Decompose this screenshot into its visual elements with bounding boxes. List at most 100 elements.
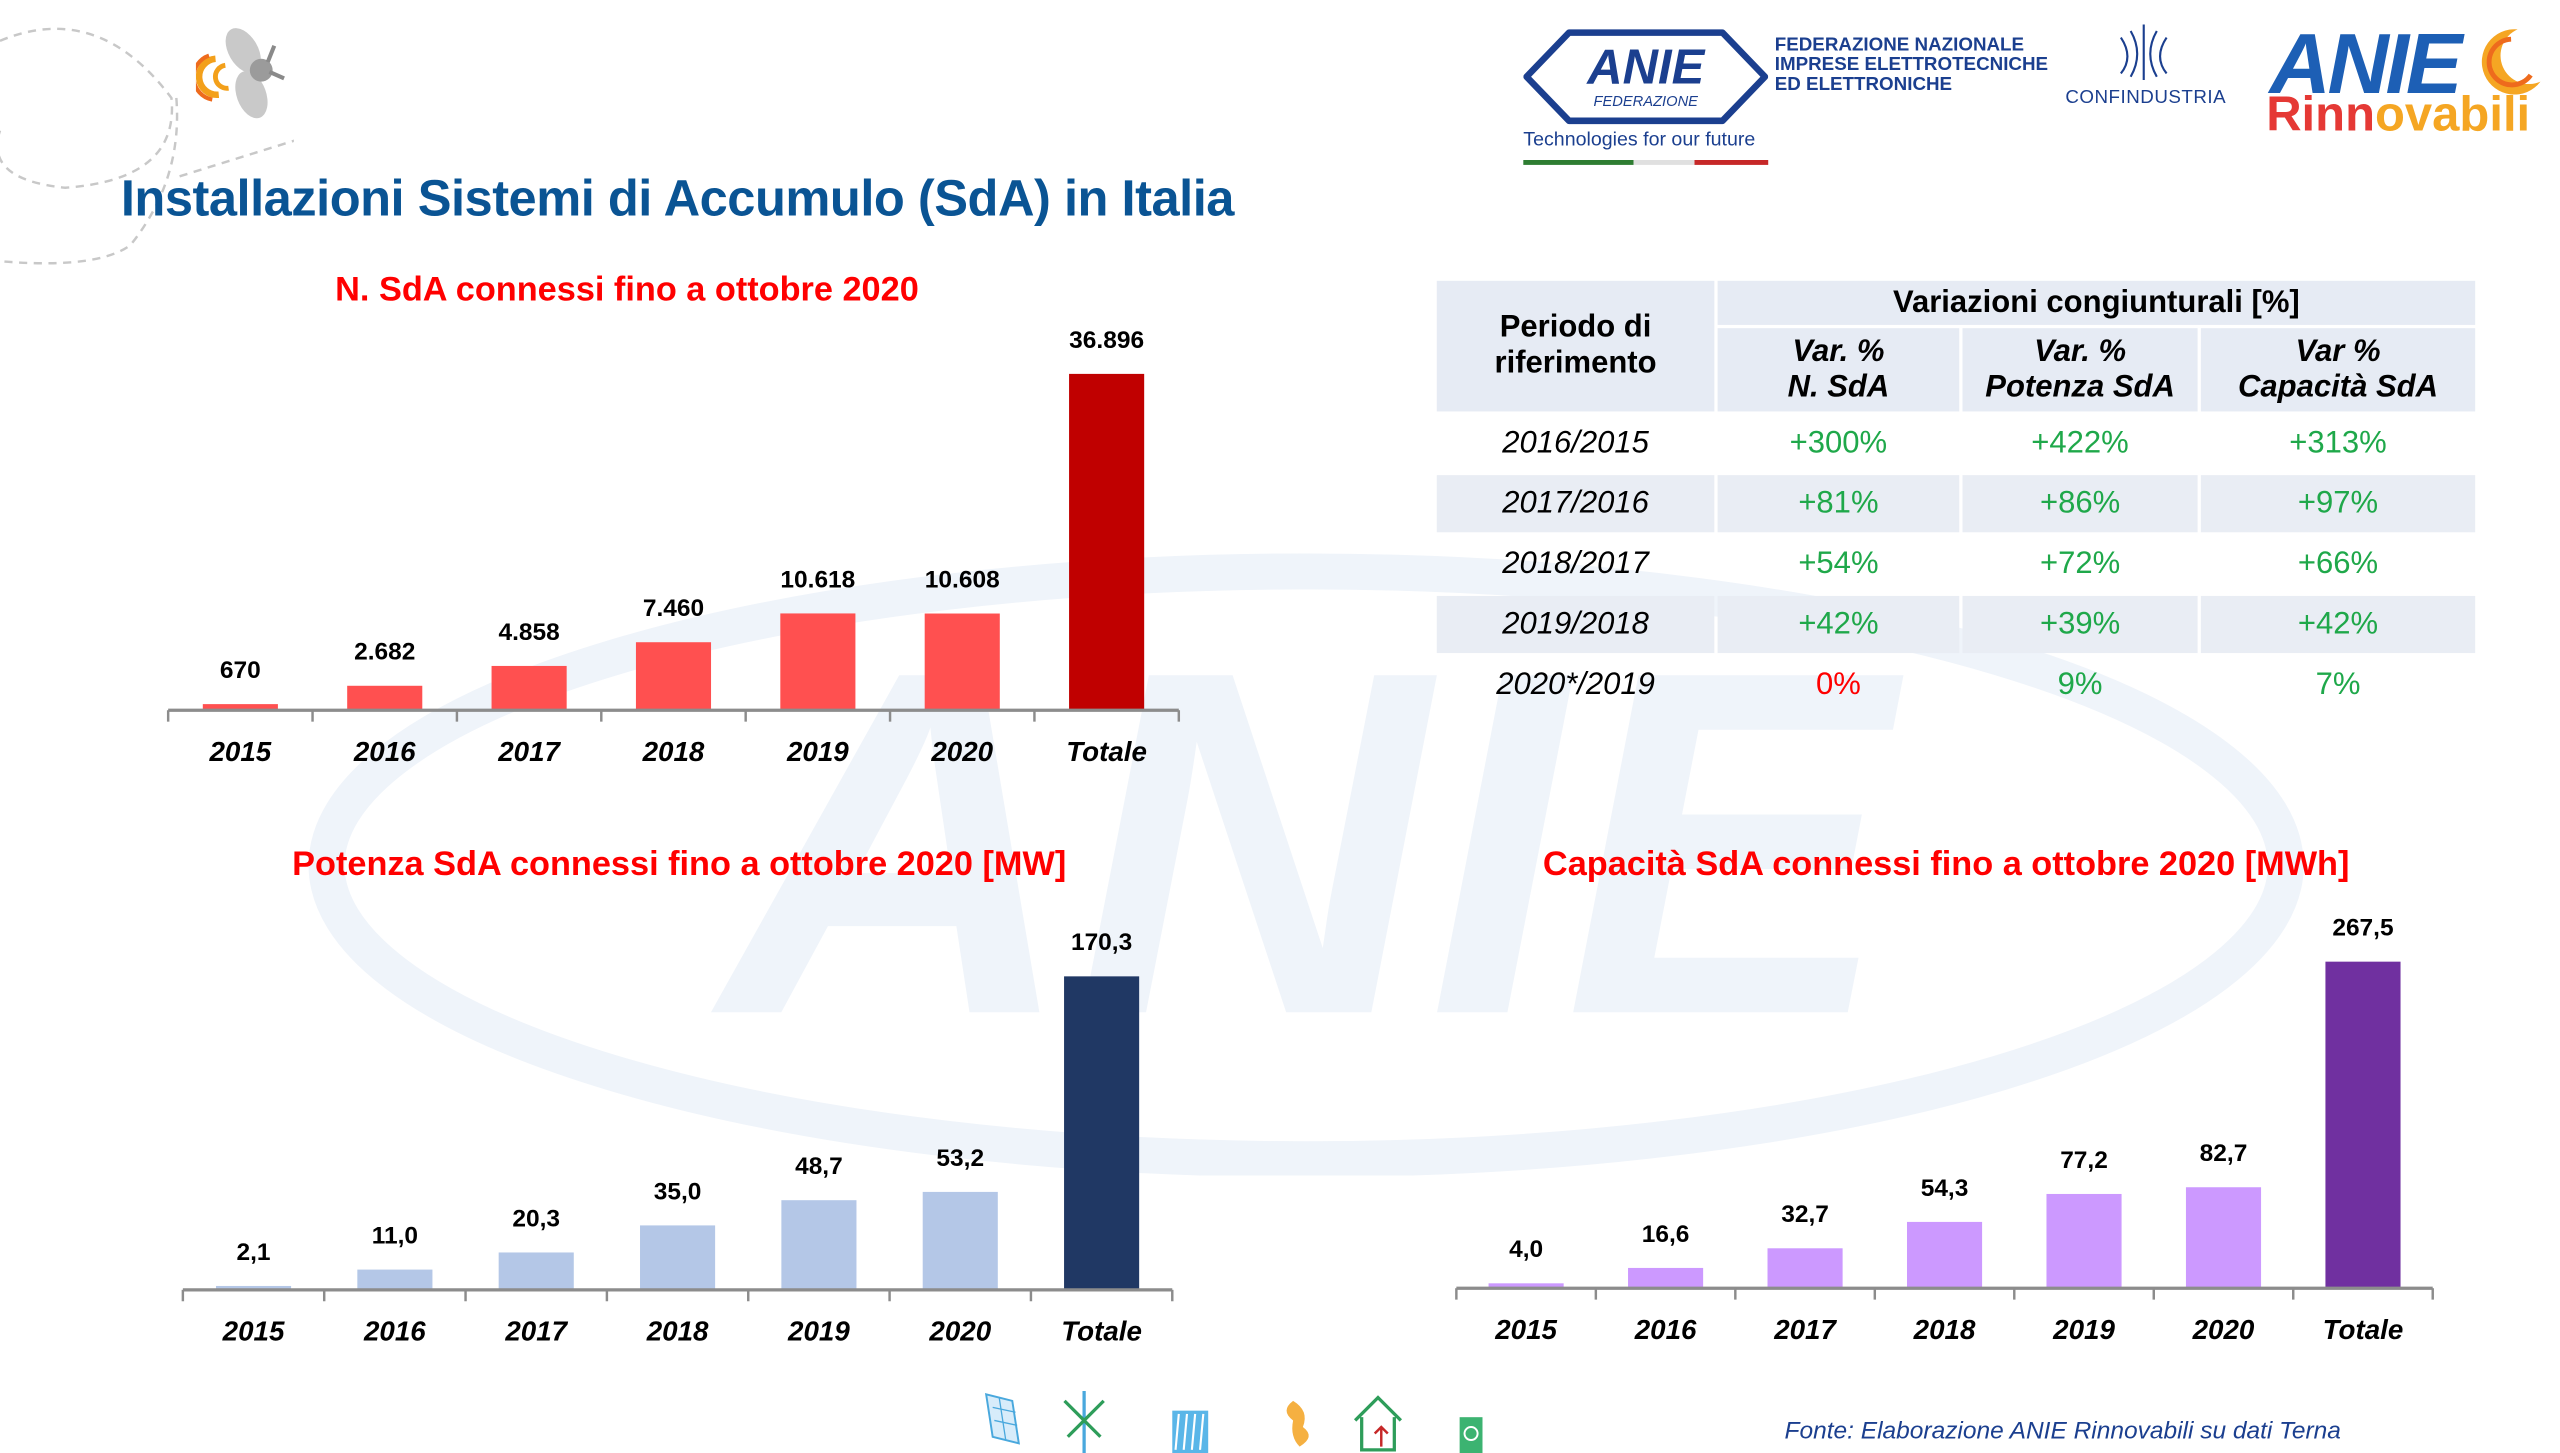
period-cell: 2018/2017 [1502,546,1649,581]
var-capacita-cell: +97% [2200,475,2476,533]
bar-2016 [347,685,423,711]
period-cell: 2017/2016 [1436,475,1715,533]
var-potenza-cell: 9% [2057,666,2103,702]
header-var-potenza-line-1: Var. % [2034,334,2127,369]
header-var-n-sda: Var. % N. SdA [1717,328,1960,412]
source-note: Fonte: Elaborazione ANIE Rinnovabili su … [1784,1417,2341,1445]
solar-panel-icon [984,1393,1020,1445]
var-potenza-cell: +39% [1962,595,2198,654]
chart-capacita-title: Capacità SdA connessi fino a ottobre 202… [1542,845,2350,884]
var-capacita-cell: +42% [2200,595,2476,654]
x-tick-label: 2019 [2052,1314,2115,1345]
bar-totale [1064,976,1140,1290]
moon-sun-icon [2481,29,2541,95]
anie-mark: ANIE [1586,40,1705,94]
value-label: 7.460 [643,595,704,622]
value-label: 77,2 [2060,1147,2108,1174]
value-label: 170,3 [1071,929,1132,956]
header-variazioni: Variazioni congiunturali [%] [1717,280,2476,326]
x-tick-label: 2016 [1634,1314,1697,1345]
x-tick-label: 2015 [222,1315,285,1346]
var-potenza-cell: +72% [2039,546,2121,581]
value-label: 4.858 [498,619,559,646]
confindustria-text: CONFINDUSTRIA [2065,88,2227,108]
x-tick-label: 2020 [930,736,993,767]
header-var-capacita-line-1: Var % [2295,334,2381,369]
x-tick-label: 2018 [1913,1314,1976,1345]
bar-2017 [491,665,567,711]
table-row: 2019/2018 +42% +39% +42% [1436,595,2476,654]
solar-thermal-icon [1172,1410,1209,1453]
var-capacita-cell: 7% [2315,666,2361,702]
x-tick-label: 2015 [208,736,271,767]
bar-2015 [215,1285,292,1290]
variazioni-table: Periodo di riferimento Variazioni congiu… [1434,278,2479,717]
table-row: 2016/2015 +300% +422% +313% [1437,415,2475,472]
federazione-text: FEDERAZIONE NAZIONALE IMPRESE ELETTROTEC… [1775,36,2048,95]
federazione-line-2: IMPRESE ELETTROTECNICHE [1774,55,2049,76]
value-label: 48,7 [795,1153,843,1180]
header-var-n-sda-line-2: N. SdA [1787,370,1890,405]
rinnovabili-part-1: Rinn [2266,88,2376,143]
anie-federazione-logo: ANIE FEDERAZIONE [1523,29,1769,125]
x-tick-label: 2020 [928,1315,991,1346]
bar-2020 [924,613,1000,711]
bar-2018 [1906,1221,1983,1289]
bar-2020 [922,1191,998,1290]
page-title: Installazioni Sistemi di Accumulo (SdA) … [120,169,1235,227]
header-var-potenza: Var. % Potenza SdA [1962,328,2198,412]
x-tick-label: 2017 [1773,1314,1837,1345]
value-label: 10.608 [925,566,1000,593]
rinnovabili-text: Rinnovabili [2266,88,2530,144]
var-n-sda-cell: +42% [1717,595,1960,654]
bar-2017 [498,1252,574,1290]
rinnovabili-part-2: ovabili [2375,88,2531,143]
footer-icons [984,1391,1483,1453]
federazione-line-1: FEDERAZIONE NAZIONALE [1774,35,2025,56]
table-row: 2018/2017 +54% +72% +66% [1437,536,2475,593]
x-tick-label: 2018 [642,736,705,767]
x-tick-label: 2019 [786,736,849,767]
bar-totale [1069,373,1145,711]
bar-2015 [1488,1283,1564,1289]
tagline: Technologies for our future [1523,127,1756,151]
x-tick-label: 2018 [646,1315,709,1346]
header-var-capacita: Var % Capacità SdA [2200,328,2476,412]
x-tick-label: 2015 [1494,1314,1557,1345]
table-row: 2017/2016 +81% +86% +97% [1436,475,2476,533]
chart-n-sda-title: N. SdA connessi fino a ottobre 2020 [335,271,919,309]
value-label: 4,0 [1509,1236,1543,1263]
bar-2019 [2046,1193,2122,1289]
var-n-sda-cell: +300% [1789,425,1888,460]
federazione-line-3: ED ELETTRONICHE [1774,75,1953,95]
value-label: 670 [220,657,261,684]
value-label: 20,3 [512,1205,560,1232]
bar-2016 [1628,1267,1704,1289]
value-label: 54,3 [1921,1175,1969,1202]
header-var-n-sda-line-1: Var. % [1792,334,1885,369]
italian-flag-stripe [1523,160,1769,165]
hydro-turbine-icon [1286,1400,1309,1447]
var-n-sda-cell: +54% [1798,546,1879,581]
x-tick-label: 2016 [363,1315,426,1346]
value-label: 267,5 [2332,915,2393,942]
value-label: 53,2 [936,1145,984,1172]
x-tick-label: 2020 [2192,1314,2255,1345]
period-cell: 2016/2015 [1502,425,1649,460]
value-label: 16,6 [1642,1221,1690,1248]
bar-2016 [357,1269,433,1290]
biomass-icon [1459,1417,1483,1453]
bar-2018 [640,1225,716,1290]
value-label: 10.618 [780,566,855,593]
bar-2018 [635,642,712,711]
bar-2020 [2185,1187,2262,1289]
geothermal-house-icon [1353,1395,1403,1452]
bee-icon [195,28,285,119]
x-tick-label: Totale [2323,1314,2404,1345]
bar-2019 [780,613,856,711]
wind-turbine-icon [1063,1391,1105,1453]
header-var-capacita-line-2: Capacità SdA [2238,370,2439,405]
value-label: 2.682 [354,639,415,666]
